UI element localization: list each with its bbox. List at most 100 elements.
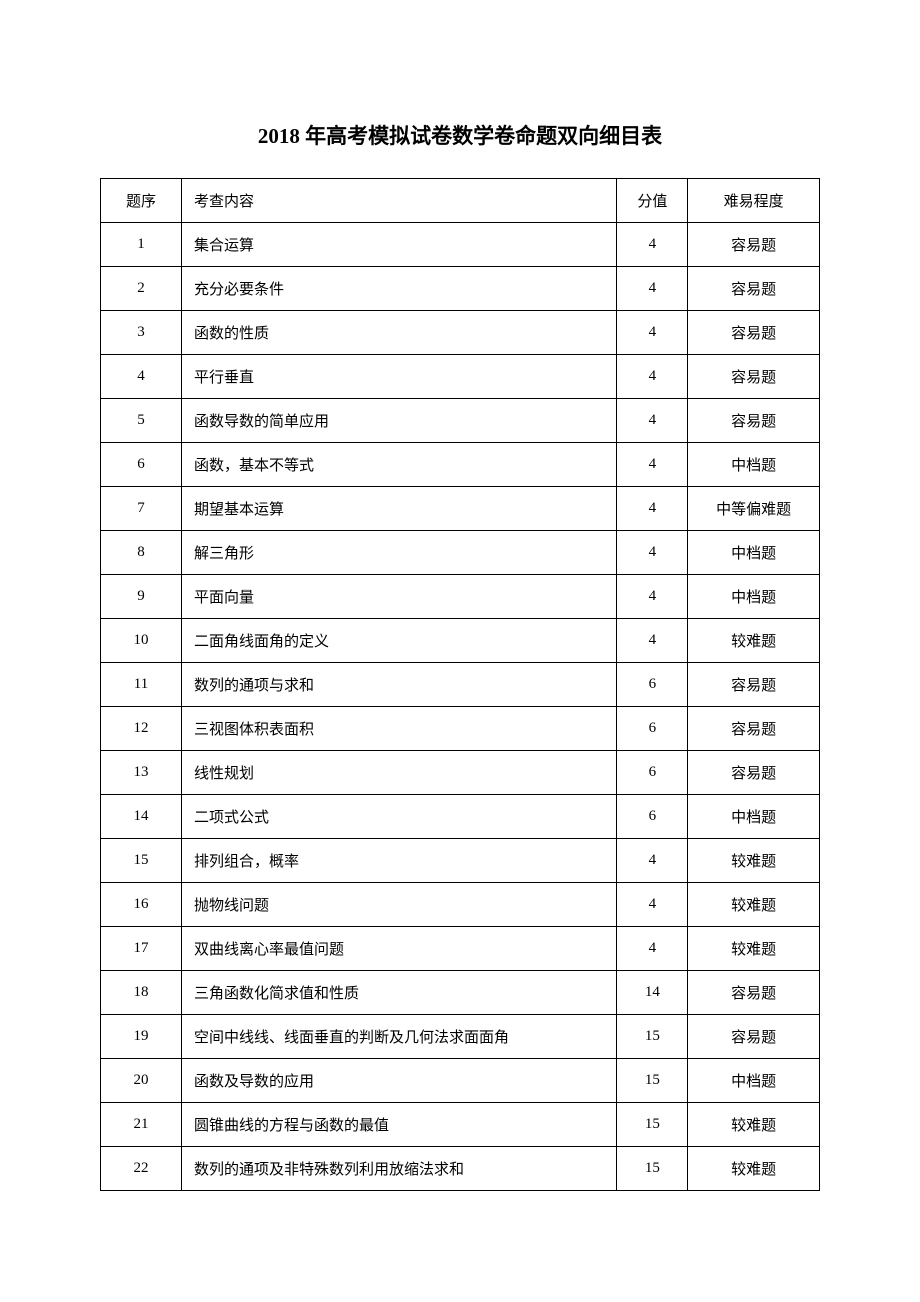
cell-seq: 16 — [101, 883, 182, 927]
header-content: 考查内容 — [182, 179, 617, 223]
cell-difficulty: 容易题 — [688, 267, 820, 311]
table-row: 17双曲线离心率最值问题4较难题 — [101, 927, 820, 971]
table-row: 9平面向量4中档题 — [101, 575, 820, 619]
table-body: 1集合运算4容易题2充分必要条件4容易题3函数的性质4容易题4平行垂直4容易题5… — [101, 223, 820, 1191]
cell-difficulty: 中档题 — [688, 1059, 820, 1103]
table-row: 11数列的通项与求和6容易题 — [101, 663, 820, 707]
table-row: 14二项式公式6中档题 — [101, 795, 820, 839]
cell-difficulty: 较难题 — [688, 1103, 820, 1147]
cell-score: 15 — [617, 1147, 688, 1191]
table-row: 8解三角形4中档题 — [101, 531, 820, 575]
cell-difficulty: 中档题 — [688, 575, 820, 619]
cell-content: 函数导数的简单应用 — [182, 399, 617, 443]
cell-seq: 15 — [101, 839, 182, 883]
cell-score: 4 — [617, 399, 688, 443]
cell-seq: 9 — [101, 575, 182, 619]
table-row: 12三视图体积表面积6容易题 — [101, 707, 820, 751]
cell-score: 15 — [617, 1015, 688, 1059]
cell-difficulty: 中档题 — [688, 531, 820, 575]
cell-difficulty: 中档题 — [688, 795, 820, 839]
cell-content: 函数及导数的应用 — [182, 1059, 617, 1103]
cell-score: 4 — [617, 487, 688, 531]
cell-difficulty: 较难题 — [688, 1147, 820, 1191]
cell-seq: 12 — [101, 707, 182, 751]
specification-table: 题序 考查内容 分值 难易程度 1集合运算4容易题2充分必要条件4容易题3函数的… — [100, 178, 820, 1191]
cell-content: 充分必要条件 — [182, 267, 617, 311]
table-row: 19空间中线线、线面垂直的判断及几何法求面面角15容易题 — [101, 1015, 820, 1059]
cell-score: 4 — [617, 223, 688, 267]
cell-seq: 8 — [101, 531, 182, 575]
cell-score: 4 — [617, 619, 688, 663]
cell-content: 二面角线面角的定义 — [182, 619, 617, 663]
cell-score: 15 — [617, 1059, 688, 1103]
cell-seq: 4 — [101, 355, 182, 399]
cell-content: 解三角形 — [182, 531, 617, 575]
cell-seq: 10 — [101, 619, 182, 663]
cell-content: 数列的通项与求和 — [182, 663, 617, 707]
table-row: 2充分必要条件4容易题 — [101, 267, 820, 311]
table-row: 22数列的通项及非特殊数列利用放缩法求和15较难题 — [101, 1147, 820, 1191]
cell-seq: 13 — [101, 751, 182, 795]
cell-seq: 18 — [101, 971, 182, 1015]
cell-content: 双曲线离心率最值问题 — [182, 927, 617, 971]
header-difficulty: 难易程度 — [688, 179, 820, 223]
cell-seq: 20 — [101, 1059, 182, 1103]
table-row: 5函数导数的简单应用4容易题 — [101, 399, 820, 443]
cell-difficulty: 容易题 — [688, 223, 820, 267]
cell-seq: 21 — [101, 1103, 182, 1147]
cell-content: 三角函数化简求值和性质 — [182, 971, 617, 1015]
cell-difficulty: 较难题 — [688, 619, 820, 663]
cell-content: 二项式公式 — [182, 795, 617, 839]
cell-content: 平行垂直 — [182, 355, 617, 399]
table-row: 3函数的性质4容易题 — [101, 311, 820, 355]
cell-seq: 22 — [101, 1147, 182, 1191]
cell-seq: 2 — [101, 267, 182, 311]
cell-seq: 3 — [101, 311, 182, 355]
cell-difficulty: 容易题 — [688, 399, 820, 443]
cell-content: 抛物线问题 — [182, 883, 617, 927]
cell-difficulty: 中档题 — [688, 443, 820, 487]
cell-score: 4 — [617, 355, 688, 399]
cell-difficulty: 容易题 — [688, 971, 820, 1015]
cell-difficulty: 容易题 — [688, 311, 820, 355]
cell-difficulty: 容易题 — [688, 355, 820, 399]
cell-difficulty: 容易题 — [688, 663, 820, 707]
table-row: 1集合运算4容易题 — [101, 223, 820, 267]
cell-score: 4 — [617, 883, 688, 927]
table-row: 20函数及导数的应用15中档题 — [101, 1059, 820, 1103]
cell-seq: 1 — [101, 223, 182, 267]
cell-content: 期望基本运算 — [182, 487, 617, 531]
cell-difficulty: 中等偏难题 — [688, 487, 820, 531]
table-row: 15排列组合，概率4较难题 — [101, 839, 820, 883]
cell-score: 4 — [617, 531, 688, 575]
cell-content: 集合运算 — [182, 223, 617, 267]
cell-seq: 5 — [101, 399, 182, 443]
header-seq: 题序 — [101, 179, 182, 223]
cell-score: 6 — [617, 751, 688, 795]
cell-score: 6 — [617, 663, 688, 707]
cell-seq: 17 — [101, 927, 182, 971]
cell-score: 4 — [617, 575, 688, 619]
cell-seq: 11 — [101, 663, 182, 707]
cell-difficulty: 较难题 — [688, 839, 820, 883]
header-score: 分值 — [617, 179, 688, 223]
table-row: 21圆锥曲线的方程与函数的最值15较难题 — [101, 1103, 820, 1147]
cell-content: 三视图体积表面积 — [182, 707, 617, 751]
table-row: 4平行垂直4容易题 — [101, 355, 820, 399]
cell-seq: 7 — [101, 487, 182, 531]
table-row: 10二面角线面角的定义4较难题 — [101, 619, 820, 663]
cell-seq: 19 — [101, 1015, 182, 1059]
cell-content: 圆锥曲线的方程与函数的最值 — [182, 1103, 617, 1147]
cell-seq: 6 — [101, 443, 182, 487]
cell-score: 15 — [617, 1103, 688, 1147]
cell-score: 4 — [617, 443, 688, 487]
table-row: 18三角函数化简求值和性质14容易题 — [101, 971, 820, 1015]
cell-score: 4 — [617, 311, 688, 355]
cell-difficulty: 较难题 — [688, 883, 820, 927]
table-row: 13线性规划6容易题 — [101, 751, 820, 795]
cell-score: 4 — [617, 839, 688, 883]
table-row: 6函数，基本不等式4中档题 — [101, 443, 820, 487]
cell-content: 空间中线线、线面垂直的判断及几何法求面面角 — [182, 1015, 617, 1059]
cell-difficulty: 较难题 — [688, 927, 820, 971]
page-title: 2018 年高考模拟试卷数学卷命题双向细目表 — [100, 120, 820, 150]
